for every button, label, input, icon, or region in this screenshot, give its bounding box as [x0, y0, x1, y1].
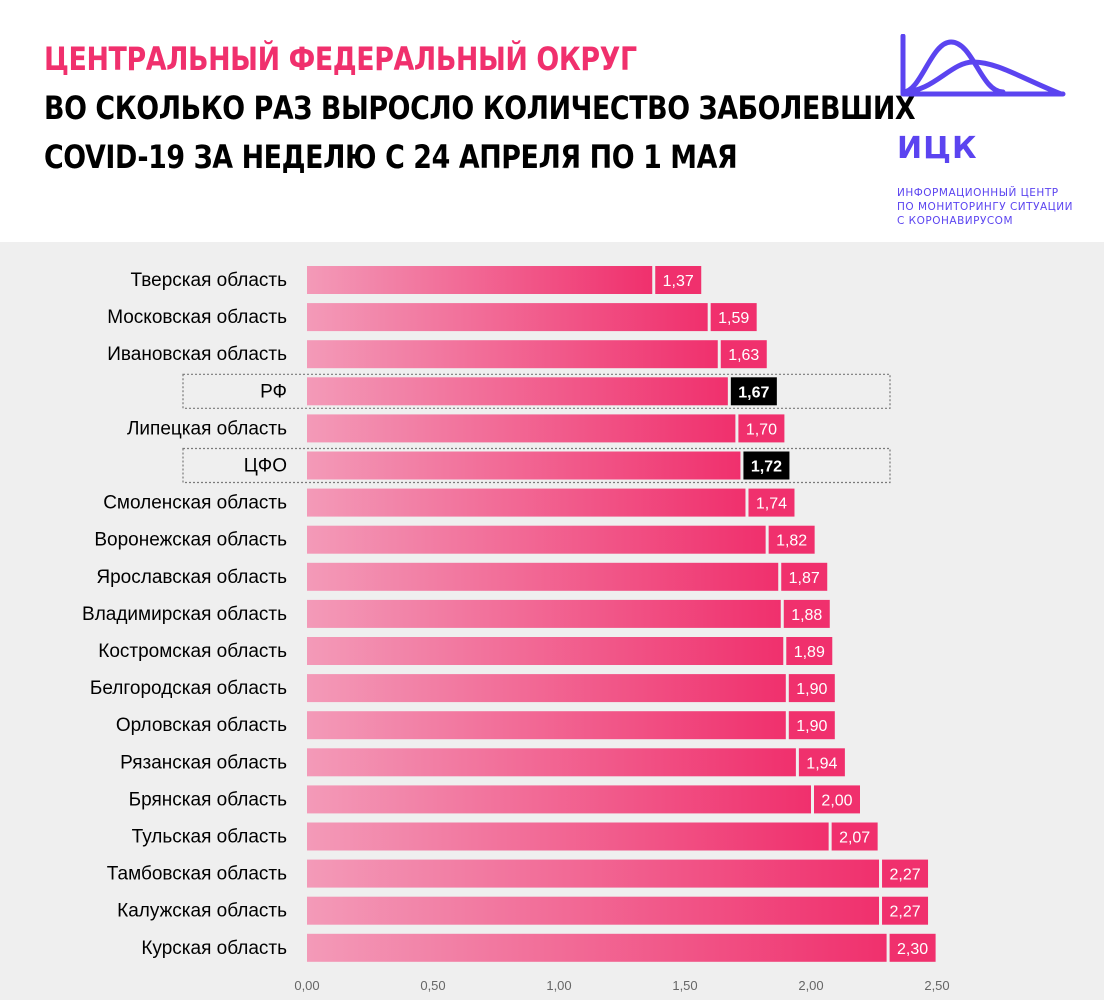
bar [307, 933, 887, 962]
value-label: 1,87 [789, 570, 820, 587]
x-tick-label: 0,00 [294, 978, 319, 993]
chart-title-line-1: ВО СКОЛЬКО РАЗ ВЫРОСЛО КОЛИЧЕСТВО ЗАБОЛЕ… [44, 89, 916, 127]
bar [307, 599, 781, 628]
bar [307, 711, 786, 740]
chart-supertitle: ЦЕНТРАЛЬНЫЙ ФЕДЕРАЛЬНЫЙ ОКРУГ [44, 40, 637, 78]
value-label: 1,72 [751, 459, 782, 476]
bar [307, 414, 736, 443]
logo-subtitle-line: ПО МОНИТОРИНГУ СИТУАЦИИ [897, 201, 1074, 213]
value-label: 2,27 [889, 867, 920, 884]
value-label-box [788, 711, 835, 740]
logo-name: ИЦК [897, 131, 978, 166]
value-label: 2,00 [821, 792, 852, 809]
bar [307, 525, 766, 554]
category-label: Ивановская область [107, 344, 287, 365]
value-label: 1,90 [796, 718, 827, 735]
bar [307, 674, 786, 703]
x-tick-label: 1,50 [672, 978, 697, 993]
value-label: 2,27 [889, 904, 920, 921]
x-tick-label: 0,50 [420, 978, 445, 993]
chart-area: Тверская область 1,37 Московская область 1,… [0, 242, 1104, 1000]
category-label: Тульская область [132, 827, 287, 848]
value-label-box [710, 303, 757, 332]
value-label: 1,70 [746, 421, 777, 438]
category-label: Смоленская область [103, 493, 287, 514]
category-label: Орловская область [116, 715, 287, 736]
value-label: 1,63 [728, 347, 759, 364]
logo-wave-icon [900, 34, 1066, 97]
value-label-box [831, 822, 878, 851]
bar [307, 266, 653, 294]
x-tick-label: 1,00 [546, 978, 571, 993]
value-label: 1,74 [756, 496, 787, 513]
value-label-box [788, 674, 835, 703]
value-label-box [889, 933, 936, 962]
bar [307, 637, 784, 665]
value-label: 1,89 [794, 644, 825, 661]
value-label: 1,88 [791, 607, 822, 624]
bar [307, 340, 718, 369]
value-label-box [730, 377, 777, 406]
value-label-box [798, 748, 845, 777]
category-label: Тверская область [131, 270, 288, 291]
value-label-box [748, 488, 795, 517]
category-label: Московская область [107, 307, 287, 328]
chart-title-line-2: COVID-19 ЗА НЕДЕЛЮ С 24 АПРЕЛЯ ПО 1 МАЯ [44, 138, 738, 176]
category-label: Тамбовская область [107, 864, 287, 885]
x-tick-label: 2,00 [798, 978, 823, 993]
category-label: Брянская область [129, 789, 287, 810]
category-label: ЦФО [244, 456, 287, 477]
bar [307, 562, 779, 591]
value-label-box [720, 340, 767, 369]
value-label: 1,94 [806, 755, 837, 772]
bar [307, 377, 728, 406]
bar [307, 896, 880, 925]
bar [307, 859, 880, 888]
category-label: Ярославская область [96, 567, 287, 588]
value-label-box [768, 525, 815, 554]
bar [307, 451, 741, 480]
value-label: 1,67 [738, 384, 769, 401]
value-label-box [655, 266, 702, 294]
category-label: Костромская область [98, 641, 287, 662]
category-label: Курская область [141, 938, 287, 959]
value-label-box [786, 637, 833, 665]
value-label-box [783, 599, 830, 628]
value-label-box [882, 896, 929, 925]
bar [307, 785, 811, 814]
value-label: 1,59 [718, 310, 749, 327]
logo-subtitle: ИНФОРМАЦИОННЫЙ ЦЕНТР ПО МОНИТОРИНГУ СИТУ… [897, 186, 1073, 228]
value-label: 1,37 [663, 273, 694, 290]
highlight-frame [182, 447, 891, 484]
bar [307, 822, 829, 851]
value-label-box [743, 451, 790, 480]
category-label: Рязанская область [120, 752, 287, 773]
value-label-box [738, 414, 785, 443]
category-label: РФ [260, 381, 287, 402]
category-label: Владимирская область [82, 604, 287, 625]
logo-subtitle-line: ИНФОРМАЦИОННЫЙ ЦЕНТР [897, 187, 1059, 199]
bar [307, 488, 746, 517]
header: ЦЕНТРАЛЬНЫЙ ФЕДЕРАЛЬНЫЙ ОКРУГ ВО СКОЛЬКО… [0, 0, 1104, 242]
bar [307, 748, 796, 777]
value-label-box [814, 785, 860, 814]
x-tick-label: 2,50 [924, 978, 949, 993]
category-label: Липецкая область [127, 418, 287, 439]
value-label: 2,07 [839, 830, 870, 847]
category-label: Белгородская область [90, 678, 287, 699]
value-label: 2,30 [897, 941, 928, 958]
value-label: 1,82 [776, 533, 807, 550]
category-label: Калужская область [117, 901, 287, 922]
category-label: Воронежская область [94, 530, 287, 551]
bar [307, 303, 708, 332]
value-label-box [781, 562, 828, 591]
value-label: 1,90 [796, 681, 827, 698]
bar-chart: Тверская область 1,37 Московская область 1,… [82, 266, 950, 993]
logo-subtitle-line: С КОРОНАВИРУСОМ [897, 215, 1014, 227]
logo: ИЦК ИНФОРМАЦИОННЫЙ ЦЕНТР ПО МОНИТОРИНГУ … [893, 34, 1073, 227]
value-label-box [882, 859, 929, 888]
